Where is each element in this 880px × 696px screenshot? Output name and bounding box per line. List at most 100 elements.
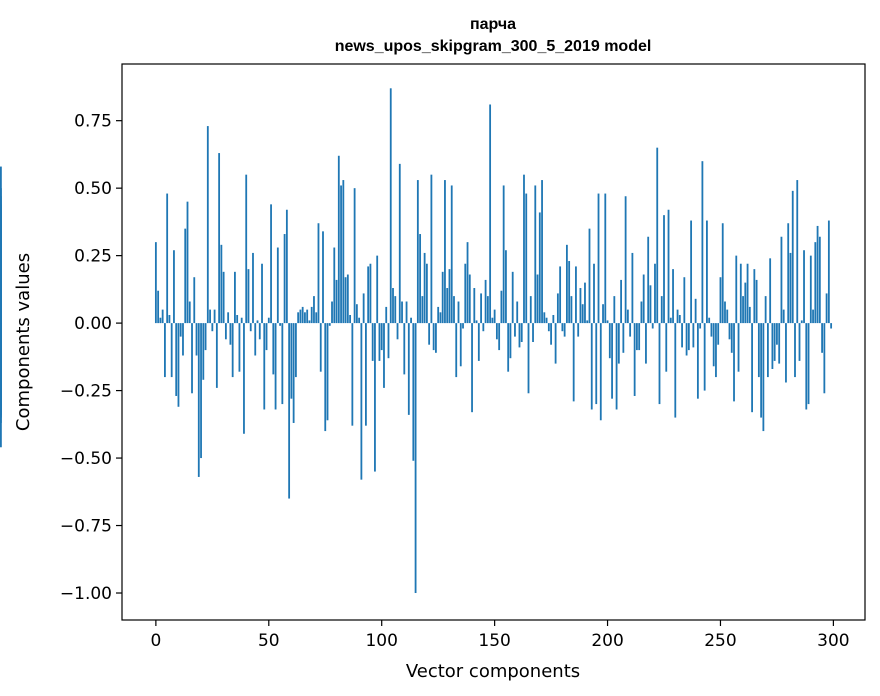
bar-57 [283, 234, 286, 324]
bar-77 [328, 323, 331, 326]
bar-34 [231, 323, 234, 378]
bar-158 [511, 271, 514, 324]
bar-217 [645, 323, 647, 364]
bar-222 [656, 147, 659, 324]
bar-127 [441, 271, 444, 324]
bar-56 [281, 323, 284, 405]
bar-7 [170, 323, 173, 378]
bar-264 [751, 323, 753, 413]
bar-141 [473, 288, 476, 324]
bar-36 [236, 315, 239, 324]
bar-294 [818, 236, 821, 324]
bar-274 [773, 323, 776, 361]
bar-265 [753, 269, 756, 324]
bar-106 [394, 296, 397, 324]
y-tick-label: −1.00 [60, 584, 112, 604]
bar-165 [527, 323, 530, 394]
y-tick-label: −0.25 [60, 382, 112, 402]
bar-126 [439, 312, 442, 324]
bar-230 [674, 323, 677, 418]
bar-16 [191, 323, 193, 394]
bar-undefined [0, 290, 2, 324]
bar-24 [209, 309, 211, 324]
bar-108 [398, 163, 401, 324]
bar-244 [706, 220, 708, 324]
bar-193 [590, 323, 593, 410]
bar-21 [202, 323, 205, 380]
bar-251 [721, 223, 724, 324]
bar-4 [164, 323, 166, 378]
bar-124 [435, 323, 437, 353]
bar-281 [789, 252, 792, 324]
bar-272 [769, 258, 772, 324]
bar-83 [342, 180, 345, 324]
y-tick-label: 0.75 [74, 112, 112, 132]
bar-103 [387, 323, 390, 359]
bar-219 [649, 285, 652, 324]
bar-86 [349, 315, 351, 324]
bar-128 [444, 180, 446, 324]
bar-11 [179, 323, 182, 337]
bar-196 [597, 193, 600, 324]
bar-176 [552, 315, 555, 324]
bar-91 [360, 323, 363, 480]
bar-66 [304, 312, 306, 324]
bar-3 [161, 309, 164, 324]
bar-122 [430, 174, 433, 324]
y-tick-label: −0.50 [60, 449, 112, 469]
bar-263 [748, 306, 751, 324]
bar-250 [719, 277, 722, 324]
bar-185 [572, 323, 575, 402]
bar-150 [493, 309, 496, 324]
bar-70 [313, 296, 315, 324]
bar-81 [337, 155, 340, 324]
bar-80 [335, 279, 338, 324]
bar-42 [249, 323, 252, 332]
bar-284 [796, 180, 799, 324]
bar-208 [624, 196, 627, 324]
bar-10 [177, 323, 180, 407]
bar-248 [715, 323, 717, 378]
bar-series [0, 88, 833, 594]
bar-55 [279, 323, 281, 326]
bar-236 [687, 323, 690, 351]
bar-116 [416, 180, 419, 324]
bar-72 [317, 223, 320, 324]
x-axis: 0 50 100 150 200 250 300 [150, 620, 850, 651]
bar-286 [800, 320, 803, 324]
bar-289 [807, 323, 810, 405]
bar-133 [455, 323, 458, 378]
bar-134 [457, 301, 460, 324]
bar-197 [599, 323, 602, 421]
bar-271 [766, 323, 769, 378]
bar-175 [550, 323, 552, 345]
bar-283 [794, 323, 796, 378]
bar-297 [825, 293, 828, 324]
bar-276 [778, 323, 781, 364]
y-tick-label: 0.25 [74, 247, 112, 267]
bar-240 [696, 323, 699, 399]
x-tick-label: 0 [150, 631, 161, 651]
bar-113 [410, 317, 412, 324]
bar-85 [346, 274, 349, 324]
bar-209 [626, 309, 629, 324]
bar-65 [301, 306, 304, 324]
bar-161 [518, 323, 521, 348]
bar-123 [432, 323, 435, 351]
bar-121 [428, 323, 431, 345]
bar-62 [294, 323, 297, 378]
bar-198 [602, 304, 604, 324]
bar-155 [505, 250, 507, 324]
x-tick-label: 100 [365, 631, 397, 651]
bar-190 [584, 282, 586, 324]
bar-169 [536, 274, 539, 324]
bar-285 [798, 323, 801, 361]
bar-174 [547, 323, 550, 332]
bar-151 [495, 323, 498, 340]
bar-224 [660, 296, 663, 324]
bar-undefined [0, 323, 2, 324]
bar-227 [667, 209, 670, 324]
bar-22 [204, 323, 207, 351]
bar-258 [737, 323, 740, 372]
bar-50 [267, 317, 270, 324]
